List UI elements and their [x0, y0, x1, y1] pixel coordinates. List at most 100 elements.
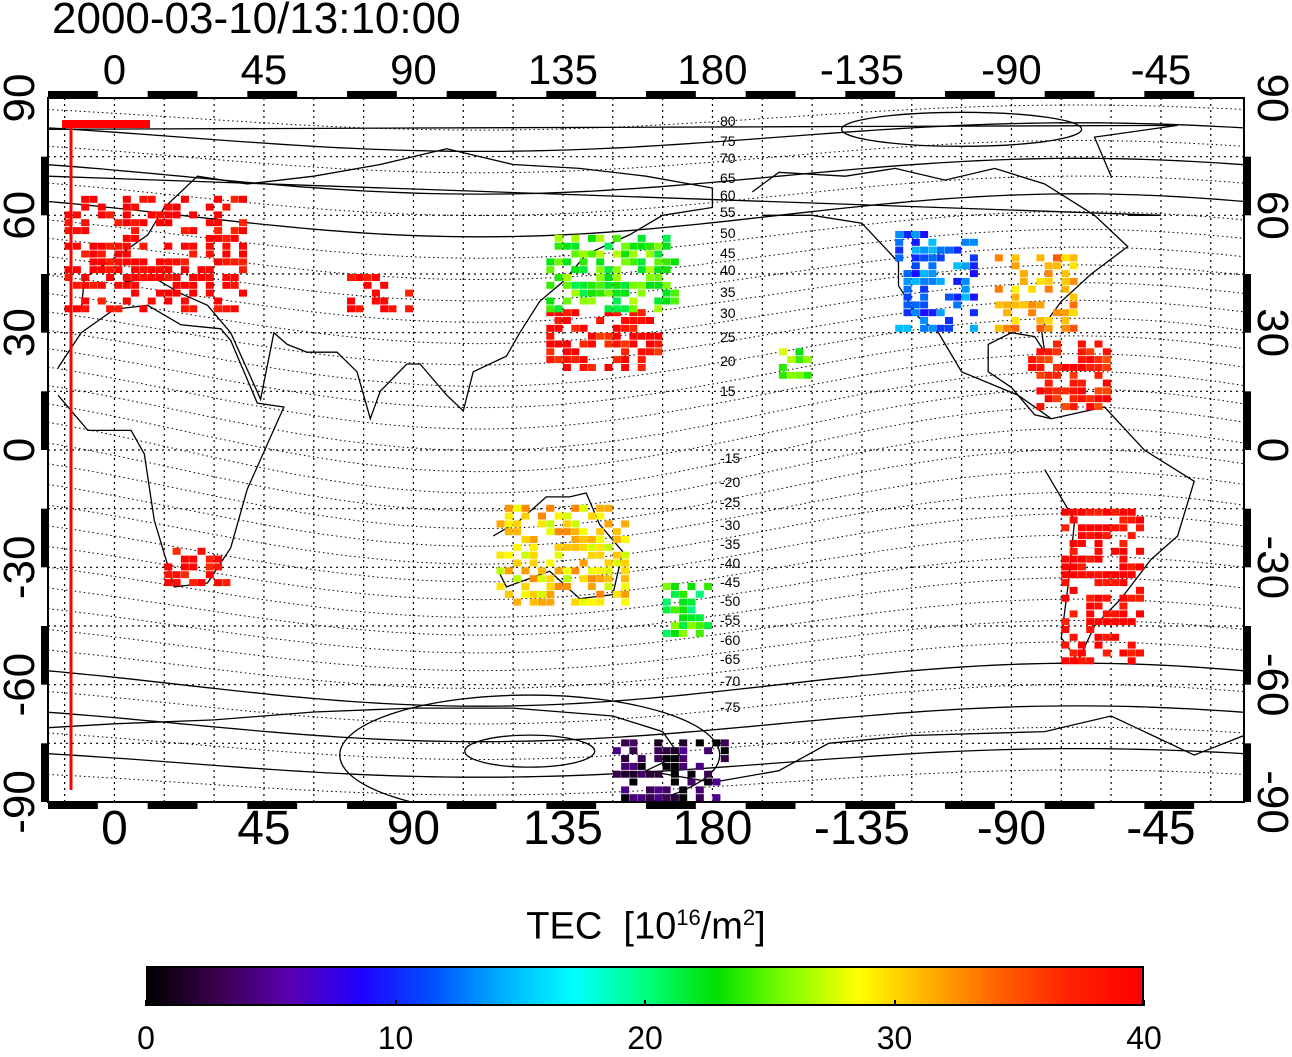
tec-cell [72, 211, 81, 219]
tec-cell [679, 747, 688, 755]
tec-cell [189, 250, 198, 258]
tec-cell [1086, 524, 1095, 532]
magnetic-latitude-line [48, 140, 1244, 174]
tec-cell [239, 266, 247, 274]
tec-cell [637, 266, 646, 274]
tec-cell [496, 583, 505, 590]
tec-cell [1077, 641, 1086, 649]
tec-cell [679, 614, 688, 622]
tec-cell [1094, 540, 1103, 547]
tec-cell [1061, 555, 1070, 563]
tec-cell [637, 364, 646, 371]
tec-cell [1102, 532, 1111, 540]
tec-cell [895, 246, 904, 254]
tec-cell [562, 258, 571, 266]
tec-cell [189, 227, 198, 235]
tick-bar-bottom [446, 802, 497, 809]
tec-cell [662, 606, 671, 614]
tec-cell [621, 598, 630, 606]
tec-cell [596, 258, 605, 266]
tec-cell [662, 794, 671, 802]
tec-cell [230, 305, 239, 313]
tec-cell [538, 590, 546, 598]
tec-cell [1044, 262, 1053, 270]
tec-cell [562, 543, 571, 551]
tec-cell [1011, 254, 1020, 262]
tec-cell [662, 629, 671, 637]
magnetic-latitude-label: -75 [720, 699, 740, 715]
tec-cell [911, 246, 920, 254]
tec-cell [1086, 626, 1095, 633]
tec-cell [562, 356, 571, 364]
tec-cell [571, 324, 580, 332]
tec-cell [1053, 364, 1061, 371]
tec-cell [197, 547, 206, 555]
tec-cell [637, 242, 646, 250]
tec-cell [131, 289, 140, 297]
tec-cell [1119, 563, 1128, 571]
tec-cell [1136, 516, 1144, 524]
tec-cell [646, 770, 654, 778]
tec-cell [687, 606, 696, 614]
tec-cell [64, 266, 73, 274]
top-longitude-tick-label: -45 [1131, 46, 1192, 93]
tec-cell [920, 301, 929, 309]
tec-cell [156, 289, 164, 297]
tec-cell [1036, 387, 1045, 395]
tec-cell [1102, 579, 1111, 587]
tec-cell [1069, 371, 1078, 379]
tec-cell [1069, 540, 1078, 547]
tec-cell [695, 739, 704, 747]
tec-cell [654, 332, 663, 340]
map-title: 2000-03-10/13:10:00 [52, 0, 461, 43]
tec-cell [679, 622, 688, 630]
tec-cell [1119, 602, 1128, 610]
tec-cell [612, 559, 621, 567]
tec-cell [1044, 371, 1053, 379]
bottom-longitude-tick-label: 45 [237, 802, 290, 855]
tec-cell [172, 203, 181, 211]
tec-cell [81, 227, 90, 235]
tick-bar-right [1244, 274, 1251, 333]
tec-cell [122, 258, 131, 266]
tec-cell [961, 285, 970, 293]
tec-cell [920, 309, 929, 317]
tec-cell [679, 739, 688, 747]
tec-cell [1069, 516, 1078, 524]
tec-cell [562, 309, 571, 317]
tec-cell [646, 274, 654, 281]
tec-cell [504, 528, 513, 536]
tec-cell [612, 266, 621, 274]
tec-cell [670, 258, 679, 266]
tec-cell [629, 778, 638, 786]
tec-cell [1003, 324, 1012, 332]
tec-cell [1086, 602, 1095, 610]
tec-cell [1044, 277, 1053, 285]
tec-cell [604, 520, 613, 528]
tec-cell [1069, 586, 1078, 594]
tec-cell [587, 536, 596, 543]
tec-cell [1011, 285, 1020, 293]
tec-cell [920, 246, 929, 254]
tec-cell [546, 583, 555, 590]
tec-cell [214, 579, 223, 587]
tec-cell [1094, 602, 1103, 610]
tec-cell [670, 622, 679, 630]
tec-cell [629, 309, 638, 317]
tec-cell [579, 543, 588, 551]
tec-cell [122, 281, 131, 289]
tec-cell [679, 786, 688, 794]
top-longitude-tick-label: 90 [390, 46, 437, 93]
tec-cell [546, 258, 555, 266]
tec-cell [903, 324, 912, 332]
tec-cell [911, 309, 920, 317]
tec-cell [529, 559, 538, 567]
tec-cell [521, 590, 530, 598]
tec-cell [612, 551, 621, 559]
magnetic-latitude-label: 50 [720, 225, 736, 241]
tec-cell [604, 559, 613, 567]
tec-cell [787, 371, 796, 379]
tec-cell [1069, 395, 1078, 403]
tick-bar-bottom [546, 802, 597, 809]
tec-cell [670, 297, 679, 305]
